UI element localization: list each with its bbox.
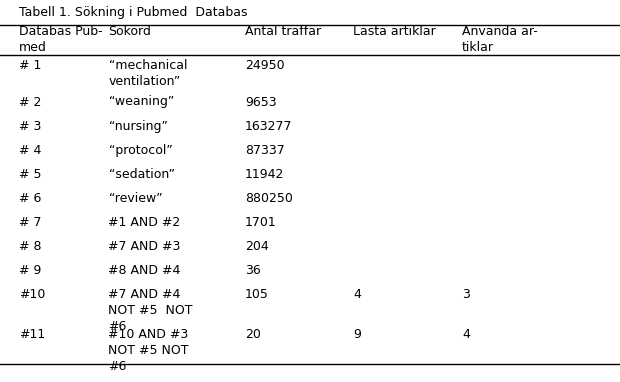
- Text: Antal träffar: Antal träffar: [245, 25, 321, 38]
- Text: 20: 20: [245, 328, 261, 341]
- Text: “nursing”: “nursing”: [108, 120, 167, 133]
- Text: “review”: “review”: [108, 192, 162, 205]
- Text: # 7: # 7: [19, 216, 41, 229]
- Text: Tabell 1. Sökning i Pubmed  Databas: Tabell 1. Sökning i Pubmed Databas: [19, 6, 247, 19]
- Text: #7 AND #3: #7 AND #3: [108, 240, 181, 253]
- Text: 11942: 11942: [245, 168, 285, 181]
- Text: # 9: # 9: [19, 264, 41, 277]
- Text: #8 AND #4: #8 AND #4: [108, 264, 181, 277]
- Text: 24950: 24950: [245, 59, 285, 72]
- Text: # 2: # 2: [19, 96, 41, 108]
- Text: # 4: # 4: [19, 144, 41, 157]
- Text: # 5: # 5: [19, 168, 41, 181]
- Text: 880250: 880250: [245, 192, 293, 205]
- Text: # 6: # 6: [19, 192, 41, 205]
- Text: Databas Pub-
med: Databas Pub- med: [19, 25, 102, 54]
- Text: #7 AND #4
NOT #5  NOT
#6: #7 AND #4 NOT #5 NOT #6: [108, 288, 193, 333]
- Text: 163277: 163277: [245, 120, 293, 133]
- Text: 105: 105: [245, 288, 269, 301]
- Text: Lästa artiklar: Lästa artiklar: [353, 25, 436, 38]
- Text: #1 AND #2: #1 AND #2: [108, 216, 181, 229]
- Text: #10: #10: [19, 288, 45, 301]
- Text: “protocol”: “protocol”: [108, 144, 172, 157]
- Text: Använda ar-
tiklar: Använda ar- tiklar: [462, 25, 538, 54]
- Text: #11: #11: [19, 328, 45, 341]
- Text: “weaning”: “weaning”: [108, 96, 174, 108]
- Text: 4: 4: [353, 288, 361, 301]
- Text: 9: 9: [353, 328, 361, 341]
- Text: # 8: # 8: [19, 240, 41, 253]
- Text: 204: 204: [245, 240, 268, 253]
- Text: 87337: 87337: [245, 144, 285, 157]
- Text: # 1: # 1: [19, 59, 41, 72]
- Text: 3: 3: [462, 288, 470, 301]
- Text: “sedation”: “sedation”: [108, 168, 174, 181]
- Text: 36: 36: [245, 264, 260, 277]
- Text: # 3: # 3: [19, 120, 41, 133]
- Text: 4: 4: [462, 328, 470, 341]
- Text: 1701: 1701: [245, 216, 277, 229]
- Text: Sökord: Sökord: [108, 25, 151, 38]
- Text: 9653: 9653: [245, 96, 277, 108]
- Text: #10 AND #3
NOT #5 NOT
#6: #10 AND #3 NOT #5 NOT #6: [108, 328, 189, 373]
- Text: “mechanical
ventilation”: “mechanical ventilation”: [108, 59, 187, 88]
